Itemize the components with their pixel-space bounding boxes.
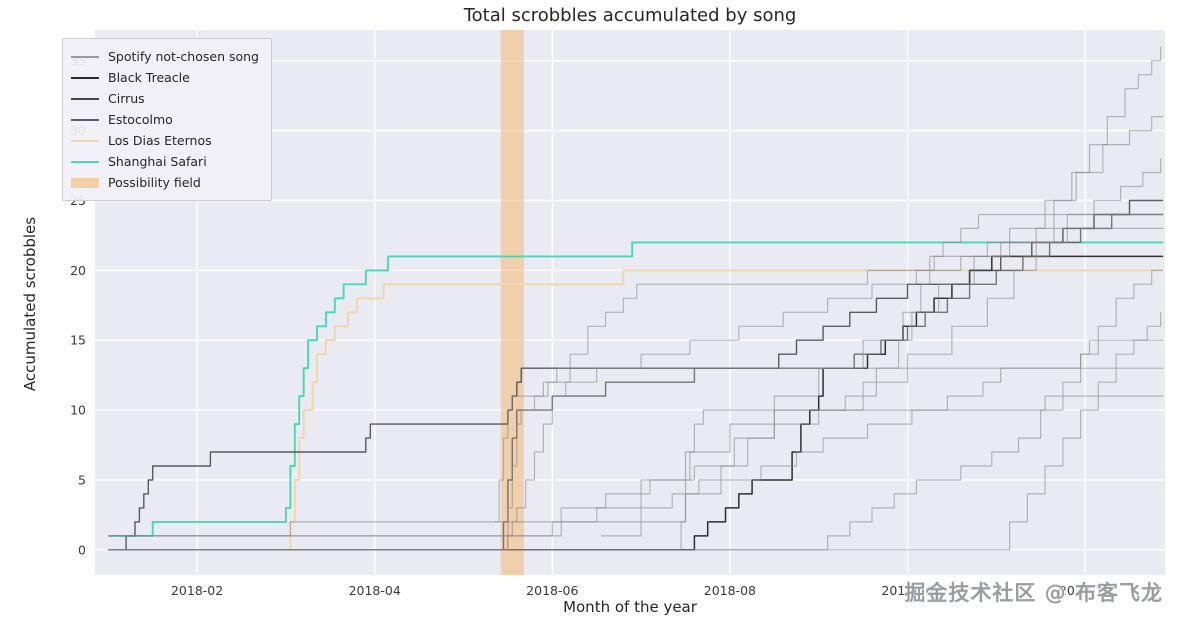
- legend-line-swatch: [71, 97, 99, 100]
- legend-item: Estocolmo: [71, 109, 259, 130]
- x-tick-label: 2018-12: [1059, 583, 1111, 598]
- series-line-spotify-not-chosen-song-2: [108, 116, 1164, 551]
- legend-patch-swatch: [71, 177, 99, 188]
- legend-label: Spotify not-chosen song: [108, 49, 259, 64]
- legend-label: Los Dias Eternos: [108, 133, 212, 148]
- legend-item: Los Dias Eternos: [71, 130, 259, 151]
- y-tick-label: 20: [70, 263, 86, 278]
- legend-line-swatch: [71, 139, 99, 142]
- legend-line-swatch: [71, 160, 99, 163]
- series-line-spotify-not-chosen-song-9: [108, 312, 1162, 551]
- legend: Spotify not-chosen song Black Treacle Cirr…: [62, 38, 272, 201]
- legend-item: Spotify not-chosen song: [71, 46, 259, 67]
- legend-item: Possibility field: [71, 172, 259, 193]
- x-axis-label: Month of the year: [563, 598, 697, 616]
- chart-title: Total scrobbles accumulated by song: [463, 5, 797, 26]
- series-line-spotify-not-chosen-song-1: [108, 46, 1162, 537]
- series-line-spotify-not-chosen-song-6: [108, 367, 1164, 551]
- x-tick-label: 2018-04: [349, 583, 401, 598]
- legend-line-swatch: [71, 118, 99, 121]
- legend-label: Shanghai Safari: [108, 154, 207, 169]
- y-tick-label: 15: [70, 333, 86, 348]
- legend-label: Cirrus: [108, 91, 145, 106]
- possibility-field-band: [500, 30, 524, 575]
- x-tick-label: 2018-10: [881, 583, 933, 598]
- series-line-spotify-not-chosen-song-8: [108, 269, 1164, 551]
- series-line-cirrus: [108, 199, 1164, 551]
- x-tick-label: 2018-06: [526, 583, 578, 598]
- legend-label: Estocolmo: [108, 112, 173, 127]
- legend-line-swatch: [71, 55, 99, 58]
- legend-line-swatch: [71, 76, 99, 79]
- legend-item: Shanghai Safari: [71, 151, 259, 172]
- watermark: 掘金技术社区 @ 布客飞龙: [904, 581, 1163, 605]
- plot-background: [95, 30, 1165, 575]
- legend-label: Possibility field: [108, 175, 201, 190]
- y-tick-label: 5: [78, 473, 86, 488]
- legend-label: Black Treacle: [108, 70, 190, 85]
- series-line-spotify-not-chosen-song-10: [108, 395, 1164, 537]
- y-axis-label: Accumulated scrobbles: [21, 216, 39, 392]
- series-line-los-dias-eternos: [281, 269, 1164, 551]
- legend-item: Cirrus: [71, 88, 259, 109]
- y-tick-label: 0: [78, 542, 86, 557]
- x-tick-label: 2018-08: [704, 583, 756, 598]
- series-line-shanghai-safari: [108, 241, 1164, 537]
- x-tick-label: 2018-02: [171, 583, 223, 598]
- y-tick-label: 10: [70, 403, 86, 418]
- legend-item: Black Treacle: [71, 67, 259, 88]
